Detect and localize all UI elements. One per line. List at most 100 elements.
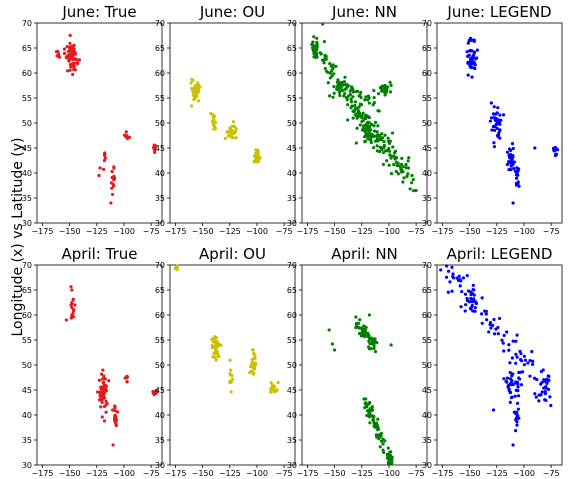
scatter-point [68, 62, 72, 67]
scatter-point [349, 100, 354, 104]
scatter-point [408, 187, 412, 191]
scatter-point [376, 427, 381, 431]
scatter-point [228, 358, 232, 362]
scatter-point [392, 163, 396, 167]
scatter-point [335, 80, 340, 84]
x-tick-label: −175 [31, 469, 53, 478]
panel-2: June: OU−175 −150 −125 −100 −753035404550556… [155, 3, 296, 236]
scatter-point [368, 421, 372, 425]
scatter-point [194, 92, 198, 96]
y-tick-label: 40 [155, 411, 165, 420]
y-tick-label: 50 [422, 119, 432, 128]
scatter-point [151, 389, 155, 394]
scatter-point [373, 337, 377, 341]
y-tick-label: 65 [22, 286, 32, 295]
scatter-point [153, 147, 157, 151]
scatter-point [197, 90, 201, 94]
scatter-point [125, 133, 129, 138]
scatter-point [516, 382, 520, 386]
scatter-point [381, 442, 385, 446]
y-tick-label: 40 [155, 169, 165, 178]
scatter-point [480, 321, 484, 325]
scatter-points [439, 264, 553, 447]
x-tick-label: −125 [486, 469, 508, 478]
scatter-point [110, 175, 114, 180]
scatter-point [539, 382, 543, 386]
scatter-point [70, 300, 74, 305]
y-tick-label: 40 [287, 169, 297, 178]
scatter-point [330, 342, 335, 346]
scatter-point [469, 49, 473, 53]
scatter-point [385, 159, 389, 163]
scatter-point [225, 130, 229, 134]
y-tick-label: 45 [155, 144, 165, 153]
scatter-point [378, 135, 383, 140]
scatter-point [374, 433, 378, 437]
scatter-point [514, 172, 519, 177]
scatter-point [378, 86, 383, 90]
scatter-point [375, 144, 379, 148]
x-tick-label: −125 [486, 227, 508, 236]
scatter-point [72, 308, 76, 312]
x-tick-label: −100 [113, 469, 135, 478]
scatter-point [363, 401, 367, 405]
scatter-point [104, 388, 109, 393]
scatter-point [492, 105, 496, 109]
y-tick-label: 55 [287, 336, 297, 345]
scatter-point [212, 114, 217, 118]
scatter-point [367, 313, 371, 317]
scatter-point [359, 95, 363, 100]
scatter-point [326, 81, 330, 85]
scatter-point [528, 359, 532, 363]
scatter-point [357, 326, 361, 330]
scatter-point [370, 405, 374, 409]
scatter-point [210, 337, 214, 341]
scatter-point [196, 99, 201, 103]
scatter-point [223, 136, 227, 141]
scatter-point [229, 368, 233, 372]
scatter-point [530, 349, 534, 354]
scatter-point [214, 339, 219, 343]
scatter-point [514, 183, 519, 187]
scatter-point [361, 111, 365, 115]
scatter-point [498, 136, 502, 140]
scatter-point [111, 408, 115, 412]
scatter-point [65, 69, 70, 73]
scatter-point [501, 341, 505, 345]
scatter-point [194, 87, 198, 91]
scatter-point [396, 161, 400, 165]
scatter-point [384, 149, 388, 153]
scatter-point [466, 41, 470, 45]
scatter-point [511, 443, 515, 447]
x-tick-label: −75 [543, 227, 560, 236]
scatter-point [100, 396, 104, 400]
x-tick-label: −75 [276, 227, 293, 236]
plot-frame [436, 264, 563, 466]
scatter-point [389, 343, 393, 347]
scatter-point [510, 356, 515, 360]
x-tick-label: −100 [113, 227, 135, 236]
scatter-point [492, 141, 496, 145]
scatter-point [372, 146, 376, 150]
scatter-point [522, 354, 526, 358]
scatter-point [458, 284, 462, 288]
scatter-point [388, 139, 392, 143]
scatter-point [469, 65, 473, 70]
scatter-point [491, 408, 496, 412]
scatter-point [502, 349, 506, 353]
scatter-point [73, 303, 77, 307]
scatter-point [70, 288, 74, 292]
scatter-point [490, 128, 494, 132]
scatter-point [411, 189, 416, 193]
scatter-point [100, 415, 104, 419]
scatter-point [399, 168, 403, 172]
scatter-point [545, 381, 549, 385]
scatter-point [372, 88, 376, 93]
x-tick-label: −125 [86, 469, 108, 478]
y-tick-label: 60 [287, 311, 297, 320]
scatter-point [510, 395, 514, 399]
scatter-point [341, 88, 345, 92]
scatter-point [101, 368, 105, 372]
scatter-point [72, 47, 76, 51]
x-tick-label: −75 [143, 227, 160, 236]
